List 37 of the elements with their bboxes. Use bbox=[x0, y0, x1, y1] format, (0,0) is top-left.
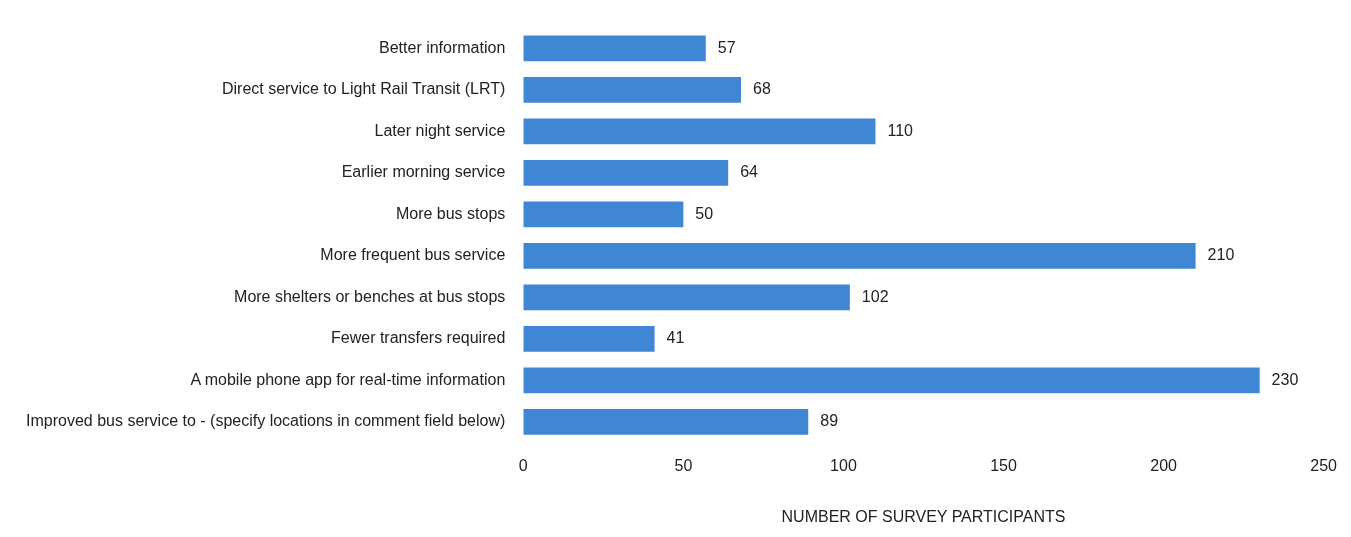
x-tick-label: 0 bbox=[518, 456, 528, 474]
data-label: 102 bbox=[861, 287, 889, 305]
data-label: 41 bbox=[666, 329, 685, 347]
x-tick-label: 50 bbox=[674, 456, 693, 474]
x-tick-label: 250 bbox=[1310, 456, 1338, 474]
bar bbox=[523, 325, 655, 352]
bar bbox=[523, 408, 809, 435]
x-tick-label: 200 bbox=[1150, 456, 1178, 474]
bar bbox=[523, 76, 741, 103]
data-label: 64 bbox=[740, 163, 759, 181]
bar bbox=[523, 367, 1260, 394]
bar bbox=[523, 118, 876, 145]
bar bbox=[523, 159, 729, 186]
y-tick-label: More shelters or benches at bus stops bbox=[234, 287, 506, 305]
data-label: 210 bbox=[1207, 246, 1235, 264]
x-tick-label: 150 bbox=[990, 456, 1017, 474]
bar bbox=[523, 284, 850, 311]
data-label: 68 bbox=[753, 80, 771, 98]
y-tick-label: Fewer transfers required bbox=[331, 329, 506, 347]
y-tick-label: A mobile phone app for real-time information bbox=[190, 370, 506, 388]
bar bbox=[523, 242, 1196, 269]
data-label: 57 bbox=[717, 38, 736, 56]
bar bbox=[523, 35, 706, 62]
x-tick-label: 100 bbox=[830, 456, 857, 474]
y-tick-label: Improved bus service to - (specify locations in comment field below) bbox=[25, 412, 506, 430]
y-tick-label: Direct service to Light Rail Transit (LRT) bbox=[221, 80, 506, 98]
y-tick-label: More bus stops bbox=[395, 204, 506, 222]
data-label: 50 bbox=[695, 204, 714, 222]
x-axis-title: NUMBER OF SURVEY PARTICIPANTS bbox=[781, 507, 1066, 525]
y-tick-label: More frequent bus service bbox=[320, 246, 506, 264]
bar bbox=[523, 201, 684, 228]
data-label: 89 bbox=[820, 412, 839, 430]
data-label: 110 bbox=[887, 121, 914, 139]
data-label: 230 bbox=[1271, 370, 1299, 388]
y-tick-label: Earlier morning service bbox=[341, 163, 506, 181]
y-tick-label: Better information bbox=[379, 38, 506, 56]
y-tick-label: Later night service bbox=[374, 121, 506, 139]
